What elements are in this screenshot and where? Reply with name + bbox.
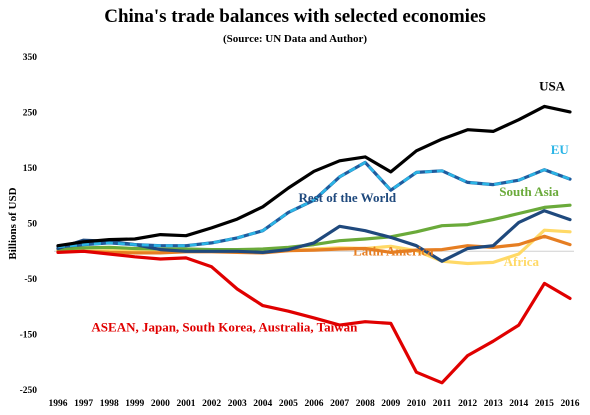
series-labels: USA EU South Asia Rest of the World Latin Am… — [91, 78, 569, 334]
x-tick-label: 2004 — [253, 399, 272, 409]
x-tick-label: 2010 — [407, 399, 426, 409]
series-line-2 — [56, 203, 572, 252]
x-tick-label: 2003 — [228, 399, 247, 409]
series-line-6 — [56, 249, 572, 385]
x-tick-label: 2014 — [509, 399, 528, 409]
series-line-dash-1 — [57, 161, 571, 249]
x-tick-label: 1996 — [49, 399, 68, 409]
y-tick-label: 150 — [23, 164, 38, 174]
y-tick-label: 50 — [28, 220, 38, 230]
series-label-4: Latin America — [353, 244, 434, 259]
x-tick-label: 2016 — [561, 399, 580, 409]
x-tick-label: 2015 — [535, 399, 554, 409]
x-tick-label: 1999 — [125, 399, 144, 409]
x-tick-label: 2013 — [484, 399, 503, 409]
axes-group: 350 250 150 50 -50 -150 -250 1996 1997 1998 1999 20… — [7, 53, 580, 409]
series-label-2: South Asia — [499, 184, 559, 199]
x-tick-label: 2012 — [458, 399, 477, 409]
y-tick-label: 350 — [23, 53, 38, 63]
x-tick-label: 2002 — [202, 399, 221, 409]
series-label-1: EU — [551, 142, 570, 157]
x-tick-label: 2005 — [279, 399, 298, 409]
series-label-0: USA — [539, 78, 566, 93]
y-axis-label: Billions of USD — [7, 187, 19, 259]
series-label-6: ASEAN, Japan, South Korea, Australia, Ta… — [91, 320, 358, 335]
y-tick-label: -250 — [20, 386, 38, 396]
y-tick-label: 250 — [23, 109, 38, 119]
series-label-3: Rest of the World — [298, 190, 396, 205]
x-tick-label: 2006 — [305, 399, 324, 409]
x-tick-label: 2009 — [381, 399, 400, 409]
series-label-5: Africa — [504, 254, 540, 269]
y-tick-label: -150 — [20, 331, 38, 341]
x-tick-label: 2008 — [356, 399, 375, 409]
x-tick-label: 2000 — [151, 399, 170, 409]
x-tick-label: 2011 — [433, 399, 452, 409]
y-tick-label: -50 — [24, 275, 37, 285]
chart-title: China's trade balances with selected eco… — [104, 6, 486, 27]
series-lines — [56, 104, 572, 385]
chart-subtitle: (Source: UN Data and Author) — [222, 33, 368, 45]
series-line-0 — [56, 104, 572, 248]
x-tick-label: 1997 — [74, 399, 93, 409]
x-tick-label: 1998 — [100, 399, 119, 409]
x-tick-label: 2001 — [177, 399, 196, 409]
x-tick-label: 2007 — [330, 399, 349, 409]
